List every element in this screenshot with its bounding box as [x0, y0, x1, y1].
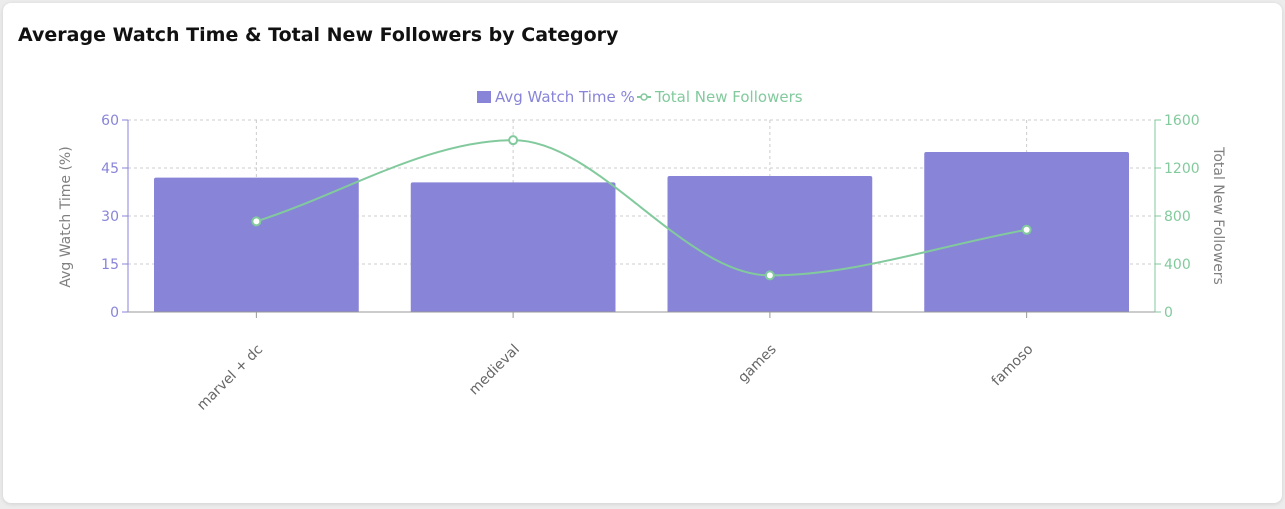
x-axis-tick-label: marvel + dc: [194, 342, 266, 414]
legend: Avg Watch Time % Total New Followers: [477, 88, 803, 106]
line-path: [256, 139, 1027, 277]
left-axis-tick-label: 45: [101, 161, 119, 177]
x-axis-tick-label: medieval: [466, 342, 523, 399]
legend-label-bar: Avg Watch Time %: [495, 88, 635, 106]
legend-swatch-bar: [477, 91, 491, 103]
right-axis-title: Total New Followers: [1210, 146, 1226, 285]
right-axis-tick-label: 800: [1164, 209, 1191, 225]
line-point: [251, 216, 262, 227]
line-point: [508, 135, 519, 146]
legend-label-line: Total New Followers: [654, 88, 803, 106]
line-series: [251, 135, 1032, 281]
right-axis-tick-label: 1600: [1164, 113, 1200, 129]
bar: [667, 176, 873, 312]
left-axis-tick-label: 60: [101, 113, 119, 129]
right-axis-tick-label: 1200: [1164, 161, 1200, 177]
legend-item-line: Total New Followers: [637, 88, 803, 106]
left-axis-tick-label: 0: [110, 305, 119, 321]
x-axis-tick-label: famoso: [989, 342, 1037, 390]
line-point: [1021, 224, 1032, 235]
left-axis-tick-label: 30: [101, 209, 119, 225]
right-axis-tick-label: 0: [1164, 305, 1173, 321]
legend-item-bar: Avg Watch Time %: [477, 88, 635, 106]
x-axis-tick-label: games: [735, 342, 780, 387]
bar: [410, 182, 616, 312]
bar-series: [154, 152, 1129, 312]
left-axis-title: Avg Watch Time (%): [58, 146, 74, 287]
right-axis-tick-label: 400: [1164, 257, 1191, 273]
bar: [154, 177, 359, 312]
line-point: [764, 270, 775, 281]
left-axis-tick-label: 15: [101, 257, 119, 273]
legend-swatch-point: [640, 93, 648, 101]
chart-title: Average Watch Time & Total New Followers…: [18, 24, 619, 46]
